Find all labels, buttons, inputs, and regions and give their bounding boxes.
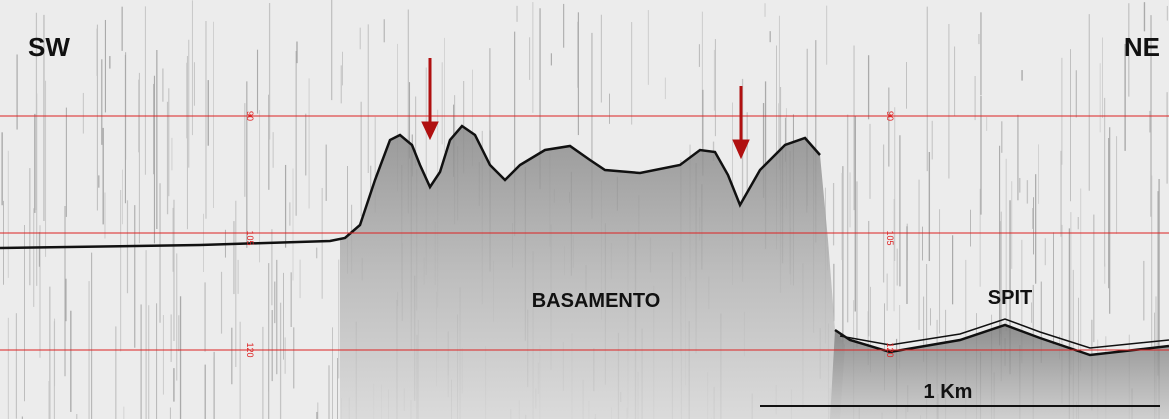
scale-label: 1 Km xyxy=(924,381,973,403)
basement-body xyxy=(340,126,845,419)
seismic-profile: 90 105 120 90 105 120 SW NE BASAMENTO SP… xyxy=(0,0,1169,419)
depth-label: 105 xyxy=(245,230,255,245)
direction-label: NE xyxy=(1124,32,1160,62)
direction-label: SW xyxy=(28,32,70,62)
depth-label: 105 xyxy=(885,230,895,245)
depth-label: 120 xyxy=(245,342,255,357)
depth-label: 90 xyxy=(885,111,895,121)
depth-label: 120 xyxy=(885,342,895,357)
depth-label: 90 xyxy=(245,111,255,121)
annotation: SPIT xyxy=(988,287,1032,309)
annotation: BASAMENTO xyxy=(532,290,661,312)
